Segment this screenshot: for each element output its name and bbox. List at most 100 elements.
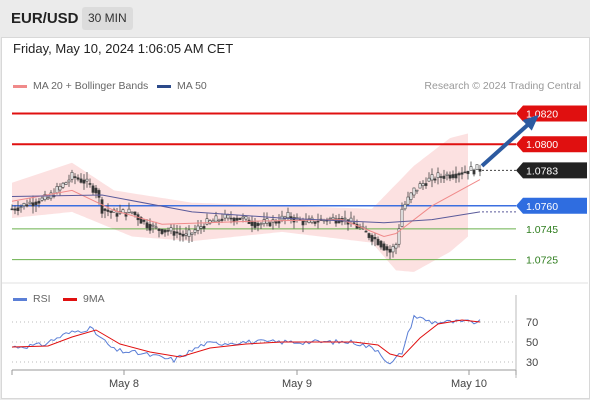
candle-body-6 (28, 201, 32, 205)
candle-body-28 (94, 187, 98, 194)
candle-body-152 (466, 170, 470, 175)
forecast-arrow-head (522, 114, 539, 131)
candle-body-29 (97, 190, 101, 198)
candle-body-123 (379, 240, 383, 248)
candle-body-4 (22, 202, 26, 207)
rsi-line (11, 314, 481, 365)
candle-body-2 (16, 207, 20, 211)
candle-body-47 (151, 224, 155, 227)
candle-body-80 (250, 220, 254, 226)
candle-body-83 (259, 223, 263, 226)
research-credit: Research © 2024 Trading Central (424, 80, 581, 92)
candle-body-111 (343, 217, 347, 220)
candle-body-9 (37, 200, 41, 204)
candle-body-120 (370, 235, 374, 242)
candle-body-53 (169, 227, 173, 232)
level-label-4: 1.0725 (526, 255, 558, 267)
candle-body-102 (316, 220, 320, 223)
candle-body-64 (202, 225, 206, 229)
candle-body-45 (145, 222, 149, 229)
candle-body-94 (292, 217, 296, 223)
ma50-swatch (157, 84, 171, 88)
level-tag-1 (516, 136, 587, 153)
level-label-3: 1.0745 (526, 224, 558, 236)
x-tick-label-2: May 10 (451, 378, 487, 390)
candle-body-88 (274, 221, 278, 224)
rsi-tick-1: 50 (526, 337, 538, 349)
candle-body-55 (175, 231, 179, 234)
candle-body-126 (388, 248, 392, 253)
candle-body-72 (226, 214, 230, 219)
candle-body-122 (376, 238, 380, 246)
last-price-label: 1.0783 (526, 165, 558, 177)
candle-body-39 (127, 208, 131, 213)
legend-ma20-label: MA 20 + Bollinger Bands (33, 80, 149, 92)
candle-body-12 (46, 197, 50, 200)
candle-body-56 (178, 232, 182, 235)
candle-body-22 (76, 177, 80, 180)
candle-body-128 (394, 244, 398, 249)
candle-body-25 (85, 178, 89, 182)
candle-body-32 (106, 209, 110, 212)
candle-body-107 (331, 217, 335, 220)
candle-body-97 (301, 220, 305, 226)
candle-body-92 (286, 211, 290, 218)
x-tick-label-0: May 8 (109, 378, 139, 390)
level-label-1: 1.0800 (526, 139, 558, 151)
candle-body-0 (10, 208, 14, 211)
candle-body-62 (196, 225, 200, 231)
candle-body-153 (469, 166, 473, 171)
candle-body-137 (421, 183, 425, 187)
candle-body-8 (34, 201, 38, 205)
candle-body-81 (253, 221, 257, 228)
candle-body-16 (58, 186, 62, 191)
candle-body-101 (313, 221, 317, 224)
candle-body-130 (400, 208, 404, 227)
candle-body-44 (142, 219, 146, 222)
candle-body-27 (91, 185, 95, 193)
candle-body-23 (79, 178, 83, 183)
candle-body-121 (373, 237, 377, 240)
candle-body-138 (424, 183, 428, 186)
forecast-arrow-shaft (480, 115, 538, 168)
ma9-swatch (63, 297, 77, 301)
candle-body-155 (475, 164, 479, 170)
timeframe-badge[interactable]: 30 MIN (82, 7, 133, 30)
candle-body-10 (40, 197, 44, 201)
candle-body-54 (172, 231, 176, 236)
ma20-swatch (13, 84, 27, 88)
legend-rsi-label: RSI (33, 293, 51, 305)
candle-body-63 (199, 226, 203, 229)
candle-body-148 (454, 173, 458, 179)
candle-body-61 (193, 229, 197, 233)
candle-body-71 (223, 214, 227, 219)
candle-body-142 (436, 172, 440, 178)
candle-body-24 (82, 179, 86, 184)
candle-body-66 (208, 220, 212, 224)
candle-body-3 (19, 206, 23, 208)
candle-body-82 (256, 222, 260, 226)
candle-body-124 (382, 243, 386, 251)
candle-body-75 (235, 217, 239, 221)
candle-body-118 (364, 230, 368, 233)
candle-body-129 (397, 228, 401, 245)
candle-body-11 (43, 194, 47, 200)
candle-body-132 (406, 196, 410, 205)
candle-body-141 (433, 178, 437, 181)
legend-rsi: RSI (13, 293, 51, 305)
x-tick-label-1: May 9 (282, 378, 312, 390)
candle-body-33 (109, 210, 113, 213)
candle-body-65 (205, 218, 209, 225)
ma20-line (11, 179, 481, 238)
rsi-9ma-line (11, 319, 481, 358)
rsi-tick-2: 30 (526, 357, 538, 369)
candle-body-41 (133, 211, 137, 216)
candle-body-58 (184, 233, 188, 236)
candle-body-1 (13, 208, 17, 211)
candle-body-79 (247, 219, 251, 225)
instrument-title: EUR/USD (11, 10, 79, 27)
candle-body-57 (181, 233, 185, 237)
candle-body-139 (427, 177, 431, 182)
rsi-tick-0: 70 (526, 317, 538, 329)
